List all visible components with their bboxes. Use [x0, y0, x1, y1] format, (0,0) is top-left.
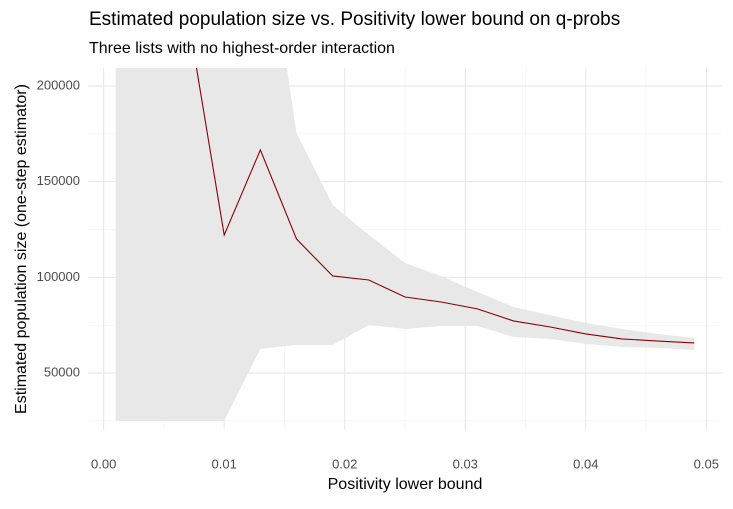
estimate-line — [195, 68, 695, 344]
x-axis-label: Positivity lower bound — [328, 476, 483, 493]
x-tick-label: 0.01 — [212, 456, 237, 471]
y-tick-label: 50000 — [44, 364, 80, 379]
x-tick-label: 0.04 — [573, 456, 598, 471]
x-tick-label: 0.02 — [332, 456, 357, 471]
x-tick-label: 0.03 — [453, 456, 478, 471]
x-tick-label: 0.00 — [91, 456, 116, 471]
confidence-band — [115, 68, 695, 421]
x-tick-label: 0.05 — [694, 456, 719, 471]
y-tick-label: 100000 — [37, 269, 80, 284]
plot-area — [115, 68, 695, 421]
chart-subtitle: Three lists with no highest-order intera… — [89, 40, 395, 57]
y-axis-label: Estimated population size (one-step esti… — [13, 84, 30, 414]
y-tick-label: 150000 — [37, 173, 80, 188]
y-tick-label: 200000 — [37, 77, 80, 92]
chart-title: Estimated population size vs. Positivity… — [89, 9, 620, 30]
